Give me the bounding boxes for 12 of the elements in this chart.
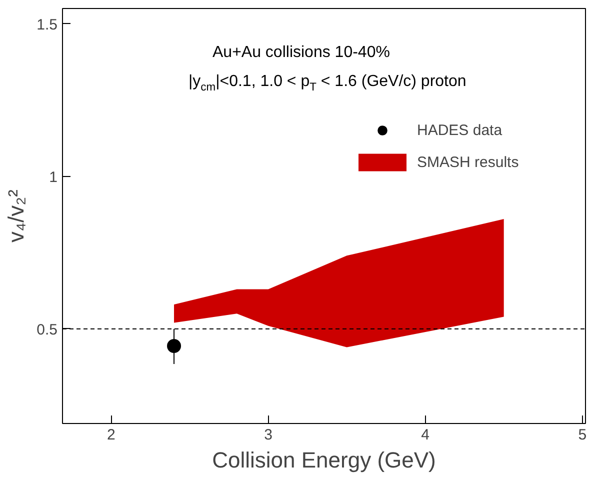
x-axis-title: Collision Energy (GeV) bbox=[212, 448, 436, 472]
x-tick-label: 2 bbox=[107, 426, 116, 444]
annotation: Au+Au collisions 10-40% bbox=[212, 44, 390, 61]
y-axis-title: v₄/v₂² bbox=[4, 190, 29, 242]
y-tick-label: 0.5 bbox=[36, 321, 58, 338]
legend-label: HADES data bbox=[417, 122, 502, 138]
x-tick-label: 4 bbox=[421, 426, 430, 444]
x-tick-label: 3 bbox=[264, 426, 272, 444]
y-tick-label: 1 bbox=[49, 168, 58, 186]
x-tick-label: 5 bbox=[578, 426, 587, 444]
legend-label: SMASH results bbox=[417, 154, 519, 170]
y-tick-label: 1.5 bbox=[36, 16, 58, 34]
